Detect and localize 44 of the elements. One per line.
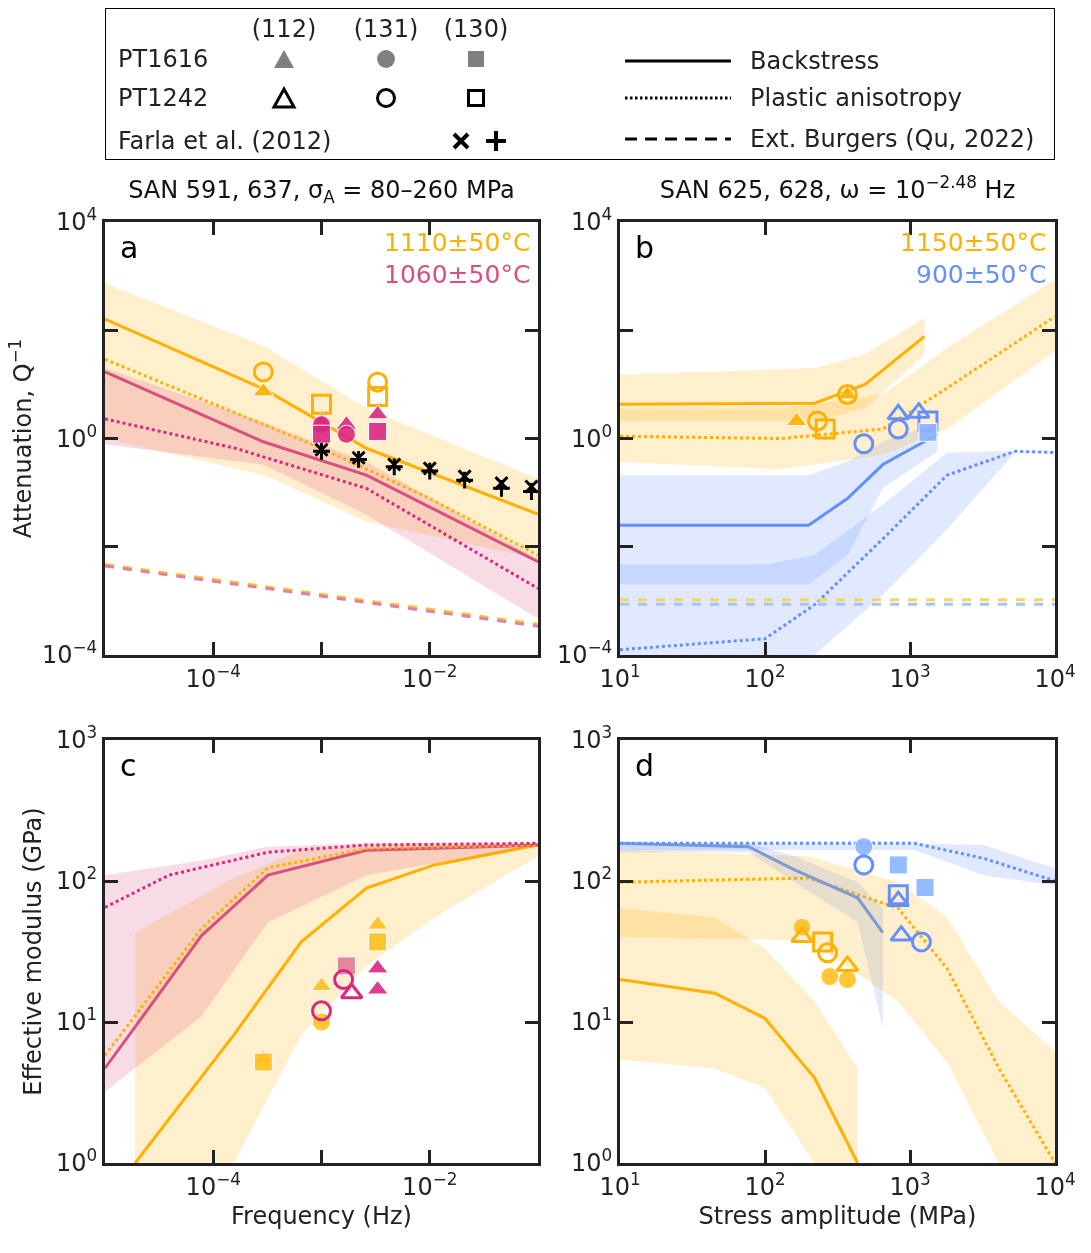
y-tick-label: 10$^{−4}$ [41, 637, 98, 670]
chart-title: SAN 625, 628, ω = 10$^{−2.48}$ Hz [659, 172, 1016, 205]
text: Ext. Burgers (Qu, 2022) [750, 125, 1035, 153]
x-tick-label: 10$^{−4}$ [185, 1168, 241, 1201]
text: PT1616 [118, 45, 209, 73]
x-tick-label: 10$^{−2}$ [402, 1168, 458, 1201]
text: (112) [251, 15, 317, 43]
y-tick-label: 10$^{4}$ [55, 204, 98, 237]
x-tick-label: 10$^{2}$ [744, 1168, 786, 1201]
y-tick-label: 10$^{2}$ [570, 863, 613, 896]
text: 1060±50°C [384, 260, 531, 289]
y-tick-label: 10$^{3}$ [55, 722, 98, 755]
x-tick-label: 10$^{4}$ [1034, 660, 1076, 693]
x-tick-label: 10$^{4}$ [1034, 1168, 1076, 1201]
text: 1110±50°C [384, 228, 531, 257]
y-tick-label: 10$^{2}$ [55, 863, 98, 896]
y-tick-label: 10$^{0}$ [570, 420, 613, 453]
text: (131) [353, 15, 419, 43]
annotation: a [120, 230, 139, 265]
y-axis-title: Effective modulus (GPa) [19, 807, 48, 1096]
x-axis-title: Stress amplitude (MPa) [698, 1202, 977, 1231]
chart-title: SAN 591, 637, σ$_{A}$ = 80–260 MPa [128, 176, 515, 208]
text: Backstress [750, 47, 880, 75]
annotation: b [635, 230, 655, 265]
text: 900±50°C [916, 260, 1047, 289]
x-tick-label: 10$^{2}$ [744, 660, 786, 693]
text: (130) [443, 15, 509, 43]
y-tick-label: 10$^{1}$ [570, 1004, 613, 1037]
y-tick-label: 10$^{0}$ [55, 420, 98, 453]
y-tick-label: 10$^{1}$ [55, 1004, 98, 1037]
x-tick-label: 10$^{3}$ [889, 660, 931, 693]
text: Farla et al. (2012) [118, 127, 332, 155]
x-axis-title: Frequency (Hz) [231, 1202, 412, 1231]
annotation: c [120, 748, 137, 783]
text: PT1242 [118, 84, 209, 112]
x-tick-label: 10$^{−4}$ [185, 660, 241, 693]
y-tick-label: 10$^{0}$ [55, 1145, 98, 1178]
x-tick-label: 10$^{3}$ [889, 1168, 931, 1201]
y-tick-label: 10$^{4}$ [570, 204, 613, 237]
text: 1150±50°C [900, 228, 1047, 257]
text: Plastic anisotropy [750, 84, 962, 112]
x-tick-label: 10$^{−2}$ [402, 660, 458, 693]
annotation: d [635, 748, 655, 783]
y-tick-label: 10$^{3}$ [570, 722, 613, 755]
